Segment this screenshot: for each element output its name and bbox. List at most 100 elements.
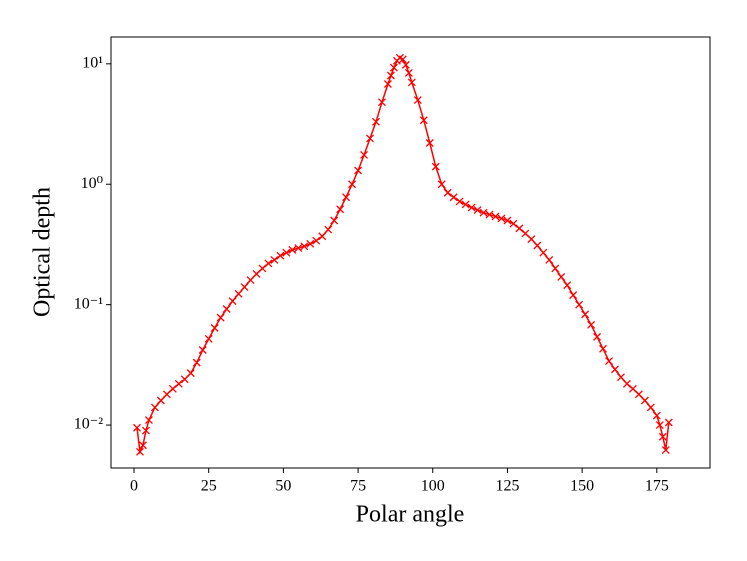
marker bbox=[587, 320, 596, 329]
marker bbox=[401, 60, 410, 69]
marker bbox=[300, 242, 309, 251]
marker bbox=[276, 251, 285, 260]
marker bbox=[652, 411, 661, 420]
marker bbox=[192, 358, 201, 367]
marker bbox=[455, 197, 464, 206]
marker bbox=[503, 216, 512, 225]
marker bbox=[228, 297, 237, 306]
marker bbox=[156, 396, 165, 405]
marker bbox=[133, 423, 141, 432]
marker bbox=[646, 403, 655, 412]
marker bbox=[246, 276, 255, 285]
marker bbox=[467, 203, 476, 212]
x-tick-label: 50 bbox=[275, 478, 291, 495]
marker bbox=[655, 421, 664, 430]
y-tick-label: 10⁰ bbox=[81, 175, 103, 192]
y-tick-label: 10¹ bbox=[82, 54, 103, 71]
marker bbox=[533, 241, 542, 250]
x-tick-label: 100 bbox=[421, 478, 445, 495]
marker bbox=[216, 313, 225, 322]
marker bbox=[563, 281, 572, 290]
marker bbox=[622, 379, 631, 388]
marker bbox=[661, 446, 670, 455]
marker bbox=[360, 151, 369, 159]
marker bbox=[180, 375, 189, 384]
x-tick-label: 150 bbox=[570, 478, 594, 495]
marker bbox=[658, 432, 667, 441]
marker bbox=[407, 78, 416, 87]
marker bbox=[282, 248, 291, 257]
marker bbox=[413, 96, 422, 105]
marker bbox=[234, 289, 243, 298]
marker bbox=[617, 373, 625, 382]
marker bbox=[551, 264, 560, 273]
marker bbox=[288, 245, 297, 254]
marker bbox=[144, 416, 153, 425]
x-tick-label: 0 bbox=[130, 478, 138, 495]
marker bbox=[222, 305, 231, 313]
marker bbox=[593, 332, 602, 341]
marker bbox=[372, 117, 380, 126]
marker bbox=[545, 256, 554, 264]
marker bbox=[419, 116, 428, 125]
marker bbox=[312, 236, 321, 245]
series-line bbox=[136, 56, 670, 455]
marker bbox=[366, 134, 374, 143]
marker bbox=[398, 55, 407, 64]
marker bbox=[557, 272, 566, 281]
marker bbox=[461, 200, 470, 209]
y-tick-label: 10⁻² bbox=[74, 416, 103, 433]
marker bbox=[664, 418, 673, 427]
marker bbox=[198, 346, 207, 354]
marker bbox=[431, 162, 440, 171]
marker bbox=[139, 441, 147, 450]
marker bbox=[168, 384, 177, 393]
marker bbox=[336, 205, 345, 214]
marker bbox=[324, 225, 333, 234]
marker bbox=[136, 447, 144, 456]
marker bbox=[404, 68, 413, 77]
marker bbox=[497, 214, 506, 223]
marker bbox=[575, 300, 584, 309]
marker bbox=[141, 426, 150, 435]
marker bbox=[509, 219, 518, 228]
marker bbox=[150, 403, 159, 412]
marker bbox=[473, 206, 482, 215]
marker bbox=[479, 208, 488, 217]
marker bbox=[425, 139, 434, 147]
plot-frame bbox=[110, 36, 711, 469]
x-axis-label: Polar angle bbox=[356, 502, 465, 528]
marker bbox=[186, 369, 195, 378]
marker bbox=[581, 310, 590, 319]
marker bbox=[449, 193, 458, 202]
marker bbox=[634, 390, 643, 399]
marker bbox=[599, 344, 608, 353]
marker bbox=[294, 244, 303, 253]
y-axis-label: Optical depth bbox=[30, 187, 56, 317]
marker bbox=[569, 291, 578, 300]
marker bbox=[270, 256, 279, 264]
marker bbox=[605, 357, 613, 366]
marker bbox=[386, 71, 395, 80]
marker bbox=[210, 324, 219, 332]
marker bbox=[485, 210, 494, 219]
marker bbox=[318, 232, 327, 241]
marker bbox=[342, 193, 351, 202]
marker bbox=[348, 180, 357, 189]
marker bbox=[204, 334, 213, 343]
x-tick-label: 175 bbox=[645, 478, 669, 495]
marker bbox=[443, 188, 452, 197]
marker bbox=[383, 80, 392, 88]
marker bbox=[306, 239, 315, 248]
marker bbox=[491, 212, 500, 221]
marker bbox=[611, 365, 619, 374]
x-tick-label: 125 bbox=[495, 478, 519, 495]
marker bbox=[264, 259, 273, 268]
marker bbox=[527, 235, 536, 244]
marker bbox=[389, 63, 398, 72]
marker bbox=[330, 216, 339, 225]
marker bbox=[354, 166, 363, 175]
marker bbox=[640, 396, 649, 405]
marker bbox=[174, 379, 183, 388]
